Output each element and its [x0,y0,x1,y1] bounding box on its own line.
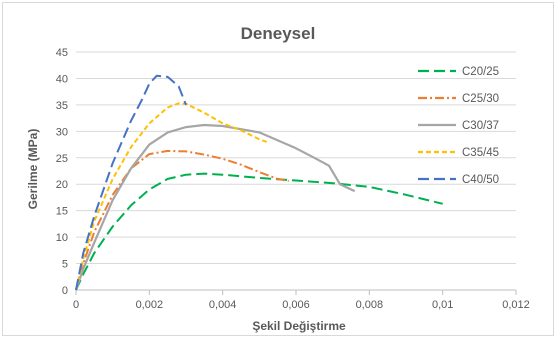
chart-frame [2,2,554,336]
legend: C20/25 C25/30 C30/37 C35/45 C40/50 [418,66,499,186]
y-tick-label: 25 [56,153,68,165]
y-tick-label: 15 [56,206,68,218]
series-line-C40-50 [75,74,187,291]
legend-label: C40/50 [462,174,499,186]
plot-area [74,74,443,291]
y-axis-title: Gerilme (MPa) [26,129,40,210]
legend-label: C20/25 [462,66,499,78]
x-axis-title: Şekil Değiştirme [252,319,346,333]
x-tick-label: 0,012 [502,299,530,311]
y-tick-label: 40 [56,73,68,85]
y-tick-label: 0 [62,285,68,297]
y-tick-labels: 0 5 10 15 20 25 30 35 40 45 [56,47,68,297]
axes [75,289,517,295]
y-tick-label: 30 [56,126,68,138]
x-tick-label: 0,008 [356,299,384,311]
series-line-C30-37 [74,123,356,291]
legend-label: C35/45 [462,147,499,159]
x-tick-label: 0,01 [432,299,453,311]
gridlines [76,51,516,265]
x-tick-label: 0,004 [209,299,237,311]
y-tick-label: 45 [56,47,68,59]
y-tick-label: 10 [56,232,68,244]
series-line-C25-30 [75,149,289,291]
legend-label: C25/30 [462,93,499,105]
series-line-C20-25 [75,172,443,291]
x-tick-label: 0,002 [136,299,164,311]
y-tick-label: 20 [56,179,68,191]
legend-label: C30/37 [462,120,499,132]
x-tick-label: 0 [73,299,79,311]
y-tick-label: 5 [62,259,68,271]
y-tick-label: 35 [56,100,68,112]
chart-title: Deneysel [241,24,316,43]
x-tick-labels: 0 0,002 0,004 0,006 0,008 0,01 0,012 [73,299,530,311]
x-tick-label: 0,006 [282,299,310,311]
